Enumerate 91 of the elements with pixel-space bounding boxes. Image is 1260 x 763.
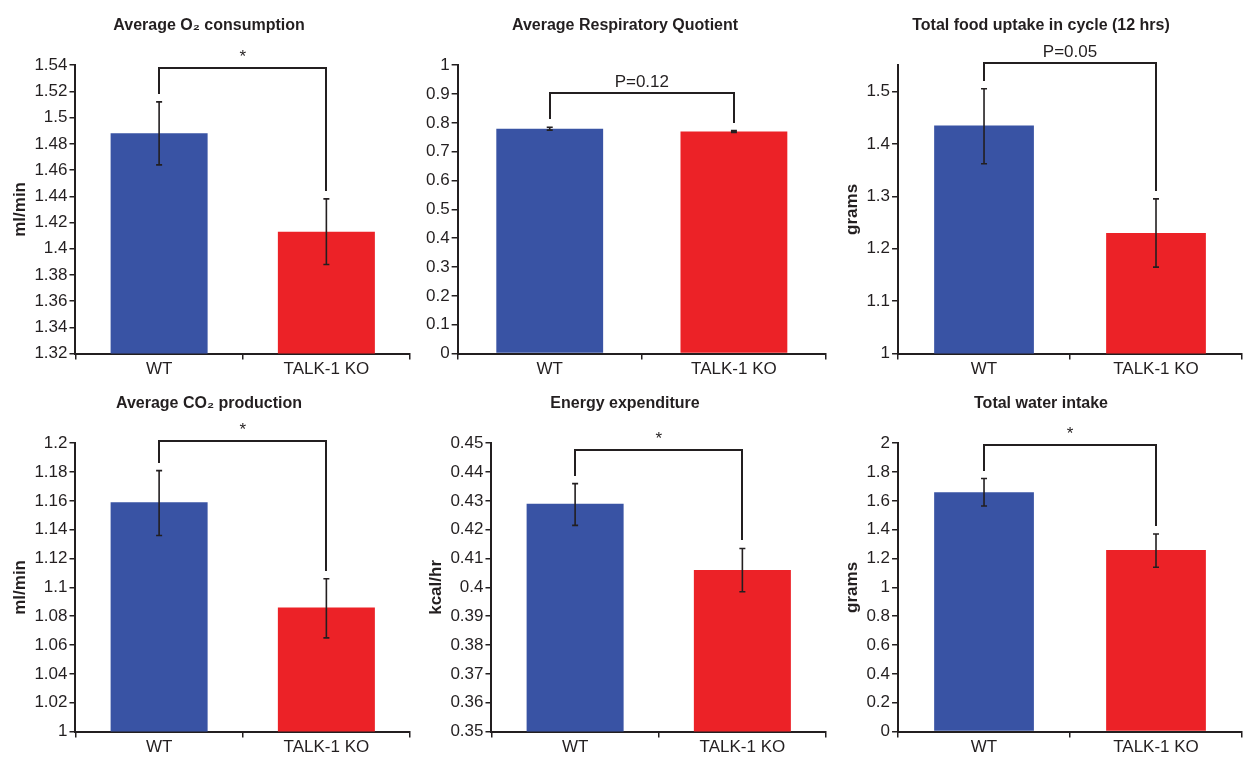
y-tick-label: 2 [880, 432, 891, 452]
x-tick-label: TALK-1 KO [1113, 737, 1199, 757]
y-tick-label: 0.4 [866, 663, 891, 683]
y-tick-label: 1.34 [34, 317, 68, 337]
y-tick-label: 0.8 [866, 605, 891, 625]
y-tick-label: 0.43 [450, 490, 484, 510]
y-tick-label: 1.4 [866, 519, 891, 539]
y-tick-label: 0.45 [450, 432, 484, 452]
y-tick-label: 1.2 [43, 432, 68, 452]
y-tick-label: 1 [880, 343, 891, 363]
y-tick-label: 0.6 [425, 170, 450, 190]
y-tick-label: 0.37 [450, 663, 484, 683]
y-tick-label: 1.1 [43, 577, 68, 597]
x-tick-label: TALK-1 KO [691, 359, 777, 379]
y-tick-label: 1.36 [34, 290, 68, 310]
x-tick-label: WT [561, 737, 589, 757]
y-tick-label: 0.38 [450, 634, 484, 654]
chart-title: Energy expenditure [550, 394, 700, 412]
y-axis-title: grams [841, 561, 861, 613]
y-axis-title: ml/min [9, 560, 29, 615]
y-tick-label: 1.44 [34, 185, 68, 205]
y-tick-label: 0.35 [450, 721, 484, 741]
y-axis-title: ml/min [9, 182, 29, 237]
y-tick-label: 1.32 [34, 343, 68, 363]
chart-title: Average Respiratory Quotient [511, 16, 739, 34]
chart-title: Average CO₂ production [115, 394, 303, 412]
y-tick-label: 0.4 [459, 577, 484, 597]
y-tick-label: 0 [440, 343, 450, 363]
y-tick-label: 0.6 [866, 634, 891, 654]
text: * [1066, 423, 1074, 443]
y-tick-label: 0.2 [866, 692, 891, 712]
y-tick-label: 1.5 [866, 81, 891, 101]
chart-title: Total water intake [974, 394, 1109, 412]
x-tick-label: TALK-1 KO [283, 737, 370, 757]
annotation: P=0.12 [614, 72, 669, 92]
y-tick-label: 0.8 [425, 112, 450, 132]
y-tick-label: 1.5 [43, 107, 68, 127]
y-tick-label: 1.8 [866, 461, 891, 481]
text: P=0.05 [1042, 42, 1098, 62]
x-tick-label: TALK-1 KO [1113, 359, 1199, 379]
y-tick-label: 1.04 [34, 663, 68, 683]
y-tick-label: 1.2 [866, 238, 891, 258]
y-tick-label: 0.39 [450, 605, 484, 625]
x-tick-label: WT [145, 359, 173, 379]
y-tick-label: 1.4 [43, 238, 68, 258]
y-tick-label: 0.44 [450, 461, 484, 481]
y-tick-label: 1.6 [866, 490, 891, 510]
y-tick-label: 1.46 [34, 159, 68, 179]
y-tick-label: 0.1 [425, 314, 450, 334]
y-tick-label: 0.36 [450, 692, 484, 712]
y-tick-label: 1.3 [866, 185, 891, 205]
x-tick-label: WT [536, 359, 563, 379]
x-tick-label: WT [145, 737, 173, 757]
text: * [239, 420, 247, 440]
x-tick-label: WT [970, 737, 998, 757]
chart-title: Total food uptake in cycle (12 hrs) [912, 16, 1170, 34]
y-tick-label: 1.06 [34, 634, 68, 654]
y-tick-label: 0.5 [425, 199, 450, 219]
y-tick-label: 0 [880, 721, 891, 741]
y-tick-label: 1.48 [34, 133, 68, 153]
y-tick-label: 1.38 [34, 264, 68, 284]
y-tick-label: 0.9 [425, 83, 450, 103]
y-tick-label: 1 [880, 577, 891, 597]
x-tick-label: WT [970, 359, 998, 379]
y-tick-label: 1.52 [34, 81, 68, 101]
y-tick-label: 1.54 [34, 54, 68, 74]
chart-title: Average O₂ consumption [113, 16, 305, 34]
y-tick-label: 1.18 [34, 461, 68, 481]
y-axis-title: kcal/hr [425, 559, 445, 615]
y-tick-label: 0.2 [425, 285, 450, 305]
y-tick-label: 0.41 [450, 548, 484, 568]
y-tick-label: 0.3 [425, 256, 450, 276]
y-axis-title: grams [841, 183, 861, 235]
x-tick-label: TALK-1 KO [699, 737, 786, 757]
y-tick-label: 0.7 [425, 141, 450, 161]
y-tick-label: 1.08 [34, 605, 68, 625]
y-tick-label: 1.42 [34, 212, 68, 232]
annotation: * [239, 47, 247, 67]
y-tick-label: 1.12 [34, 548, 68, 568]
y-tick-label: 1 [58, 721, 68, 741]
y-tick-label: 1.16 [34, 490, 68, 510]
x-tick-label: TALK-1 KO [283, 359, 370, 379]
y-tick-label: 1.1 [866, 290, 891, 310]
y-tick-label: 1 [440, 54, 450, 74]
y-tick-label: 1.14 [34, 519, 68, 539]
y-tick-label: 1.4 [866, 133, 891, 153]
y-tick-label: 1.2 [866, 548, 891, 568]
y-tick-label: 0.42 [450, 519, 484, 539]
y-tick-label: 1.02 [34, 692, 68, 712]
annotation: * [655, 428, 663, 448]
y-tick-label: 0.4 [425, 227, 450, 247]
